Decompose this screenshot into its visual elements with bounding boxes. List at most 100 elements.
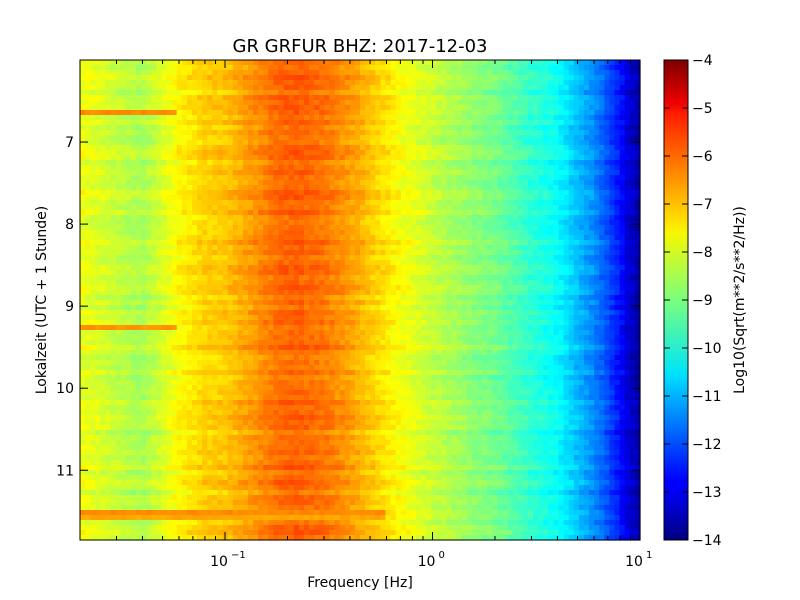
heatmap-cell bbox=[202, 230, 208, 236]
heatmap-cell bbox=[146, 120, 152, 126]
heatmap-cell bbox=[166, 95, 173, 101]
heatmap-cell bbox=[151, 195, 157, 201]
heatmap-cell bbox=[375, 240, 381, 246]
heatmap-cell bbox=[95, 185, 101, 191]
heatmap-cell bbox=[584, 245, 590, 251]
heatmap-cell bbox=[207, 100, 213, 106]
heatmap-cell bbox=[136, 100, 142, 106]
heatmap-cell bbox=[426, 60, 432, 66]
heatmap-cell bbox=[410, 205, 417, 211]
heatmap-cell bbox=[166, 235, 173, 241]
heatmap-cell bbox=[589, 260, 595, 266]
heatmap-cell bbox=[293, 150, 300, 156]
heatmap-cell bbox=[451, 175, 458, 181]
heatmap-cell bbox=[161, 175, 168, 181]
heatmap-cell bbox=[426, 105, 432, 111]
heatmap-cell bbox=[538, 130, 544, 136]
heatmap-cell bbox=[100, 265, 107, 271]
heatmap-cell bbox=[298, 255, 305, 261]
heatmap-cell bbox=[390, 170, 397, 176]
heatmap-cell bbox=[619, 225, 626, 231]
heatmap-cell bbox=[222, 235, 229, 241]
heatmap-cell bbox=[232, 125, 239, 131]
heatmap-cell bbox=[584, 135, 590, 141]
heatmap-cell bbox=[349, 275, 356, 281]
heatmap-cell bbox=[314, 60, 320, 66]
heatmap-cell bbox=[456, 80, 463, 86]
heatmap-cell bbox=[161, 170, 168, 176]
heatmap-cell bbox=[385, 155, 392, 161]
heatmap-cell bbox=[461, 170, 468, 176]
heatmap-cell bbox=[334, 110, 341, 116]
heatmap-cell bbox=[395, 225, 402, 231]
heatmap-cell bbox=[339, 170, 346, 176]
heatmap-cell bbox=[95, 180, 101, 186]
heatmap-cell bbox=[604, 250, 611, 256]
heatmap-cell bbox=[283, 220, 290, 226]
heatmap-cell bbox=[599, 245, 605, 251]
heatmap-cell bbox=[629, 145, 636, 151]
heatmap-cell bbox=[105, 100, 112, 106]
heatmap-cell bbox=[594, 260, 600, 266]
heatmap-cell bbox=[441, 90, 448, 96]
heatmap-cell bbox=[283, 175, 290, 181]
heatmap-cell bbox=[314, 115, 320, 121]
heatmap-cell bbox=[543, 185, 549, 191]
heatmap-cell bbox=[395, 80, 402, 86]
heatmap-cell bbox=[324, 240, 331, 246]
heatmap-cell bbox=[634, 270, 641, 276]
heatmap-cell bbox=[273, 70, 280, 76]
heatmap-cell bbox=[492, 80, 499, 86]
heatmap-cell bbox=[599, 175, 605, 181]
heatmap-cell bbox=[105, 280, 112, 286]
heatmap-cell bbox=[80, 175, 86, 181]
heatmap-cell bbox=[472, 130, 478, 136]
heatmap-cell bbox=[584, 140, 590, 146]
heatmap-cell bbox=[176, 270, 183, 276]
heatmap-cell bbox=[558, 120, 565, 126]
heatmap-cell bbox=[90, 100, 96, 106]
heatmap-cell bbox=[584, 225, 590, 231]
heatmap-cell bbox=[237, 120, 244, 126]
heatmap-cell bbox=[100, 250, 107, 256]
heatmap-cell bbox=[263, 70, 269, 76]
heatmap-cell bbox=[446, 225, 453, 231]
heatmap-cell bbox=[538, 145, 544, 151]
heatmap-cell bbox=[202, 180, 208, 186]
heatmap-cell bbox=[466, 275, 473, 281]
heatmap-cell bbox=[304, 105, 310, 111]
heatmap-cell bbox=[609, 235, 616, 241]
heatmap-cell bbox=[212, 155, 219, 161]
heatmap-cell bbox=[349, 270, 356, 276]
heatmap-cell bbox=[416, 130, 422, 136]
heatmap-cell bbox=[528, 195, 534, 201]
heatmap-cell bbox=[227, 225, 234, 231]
heatmap-cell bbox=[482, 230, 488, 236]
heatmap-cell bbox=[421, 125, 427, 131]
heatmap-cell bbox=[197, 70, 203, 76]
heatmap-cell bbox=[492, 280, 499, 286]
heatmap-cell bbox=[283, 115, 290, 121]
heatmap-cell bbox=[548, 120, 555, 126]
heatmap-cell bbox=[130, 205, 137, 211]
heatmap-cell bbox=[339, 255, 346, 261]
heatmap-cell bbox=[293, 280, 300, 286]
heatmap-cell bbox=[166, 195, 173, 201]
heatmap-cell bbox=[344, 160, 351, 166]
heatmap-cell bbox=[253, 285, 259, 291]
heatmap-cell bbox=[293, 120, 300, 126]
heatmap-cell bbox=[85, 170, 91, 176]
heatmap-cell bbox=[604, 165, 611, 171]
heatmap-cell bbox=[441, 75, 448, 81]
heatmap-cell bbox=[248, 230, 254, 236]
heatmap-cell bbox=[110, 150, 117, 156]
heatmap-cell bbox=[146, 215, 152, 221]
heatmap-cell bbox=[472, 260, 478, 266]
heatmap-cell bbox=[624, 195, 631, 201]
heatmap-cell bbox=[273, 120, 280, 126]
heatmap-cell bbox=[466, 175, 473, 181]
heatmap-cell bbox=[156, 285, 163, 291]
heatmap-cell bbox=[558, 170, 565, 176]
heatmap-cell bbox=[319, 80, 325, 86]
heatmap-cell bbox=[538, 245, 544, 251]
